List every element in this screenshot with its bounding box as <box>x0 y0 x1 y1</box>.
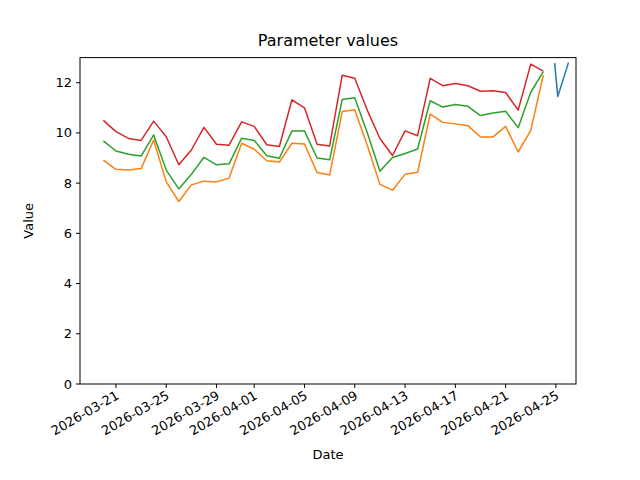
y-tick-label: 2 <box>64 326 72 341</box>
y-tick-label: 12 <box>55 75 72 90</box>
y-tick-label: 6 <box>64 226 72 241</box>
y-axis-label: Value <box>21 203 36 239</box>
chart-title: Parameter values <box>258 31 398 50</box>
matplotlib-figure: Parameter values 2026-03-212026-03-25202… <box>0 0 640 480</box>
y-tick-label: 8 <box>64 176 72 191</box>
line-chart-canvas: Parameter values 2026-03-212026-03-25202… <box>0 0 640 480</box>
y-tick-label: 0 <box>64 377 72 392</box>
x-axis-label: Date <box>312 447 343 462</box>
y-tick-label: 4 <box>64 276 72 291</box>
y-tick-label: 10 <box>55 125 72 140</box>
